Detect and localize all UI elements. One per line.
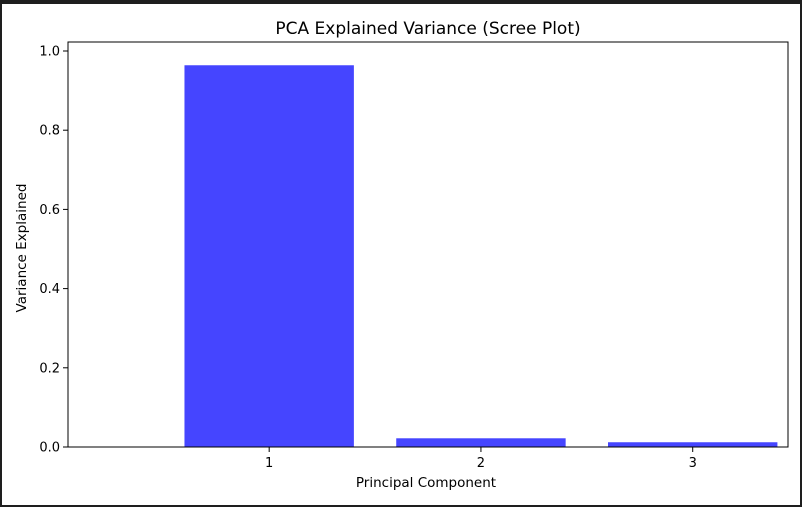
x-axis-label: Principal Component [356, 475, 496, 491]
y-tick-label: 0.4 [39, 282, 60, 297]
bars-group [184, 65, 778, 448]
y-tick-label: 1.0 [39, 45, 60, 60]
bar-component-3 [608, 442, 778, 447]
y-ticks-group: 0.0 0.2 0.4 0.6 0.8 1.0 [39, 45, 68, 456]
x-tick-label: 2 [477, 456, 485, 471]
y-tick-label: 0.8 [39, 124, 60, 139]
scree-plot: PCA Explained Variance (Scree Plot) Prin… [14, 19, 789, 491]
y-axis-label: Variance Explained [14, 184, 30, 313]
chart-title: PCA Explained Variance (Scree Plot) [275, 19, 580, 39]
y-tick-label: 0.6 [39, 203, 60, 218]
x-tick-label: 1 [265, 456, 273, 471]
y-tick-label: 0.0 [39, 441, 60, 456]
plot-area-frame [67, 41, 789, 448]
bar-component-2 [396, 438, 566, 447]
x-ticks-group: 1 2 3 [265, 447, 697, 471]
y-tick-label: 0.2 [39, 361, 60, 376]
chart-frame: PCA Explained Variance (Scree Plot) Prin… [2, 4, 800, 505]
x-tick-label: 3 [689, 456, 697, 471]
bar-component-1 [184, 65, 354, 448]
